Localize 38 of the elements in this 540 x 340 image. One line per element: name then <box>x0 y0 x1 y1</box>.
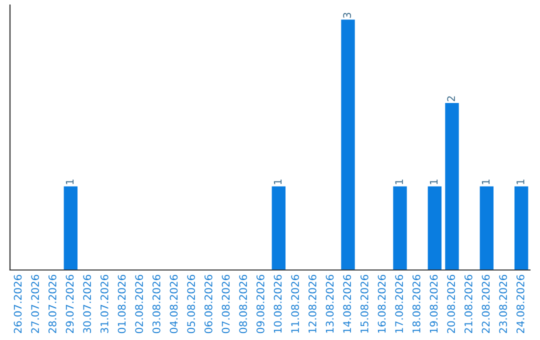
data-label: 1 <box>430 180 438 184</box>
x-tick-label: 05.08.2026 <box>187 274 196 334</box>
x-tick-label: 08.08.2026 <box>239 274 248 334</box>
x-tick-label: 09.08.2026 <box>256 274 264 334</box>
x-tick-label: 23.08.2026 <box>499 274 508 334</box>
x-tick-label: 20.08.2026 <box>447 274 456 334</box>
x-tick-label: 16.08.2026 <box>378 274 386 333</box>
x-tick-label: 18.08.2026 <box>412 274 420 333</box>
x-tick-label: 02.08.2026 <box>135 274 144 334</box>
x-tick-label: 13.08.2026 <box>326 274 334 333</box>
x-tick-label: 11.08.2026 <box>291 274 300 333</box>
data-label: 1 <box>395 180 403 184</box>
x-tick-label: 10.08.2026 <box>274 274 282 333</box>
data-label: 1 <box>516 180 524 184</box>
x-tick-label: 06.08.2026 <box>204 274 212 334</box>
x-tick-label: 15.08.2026 <box>360 274 368 333</box>
data-label: 1 <box>66 180 74 184</box>
x-tick-label: 17.08.2026 <box>395 274 404 333</box>
x-tick-label: 28.07.2026 <box>48 274 56 334</box>
x-tick-label: 29.07.2026 <box>66 274 74 334</box>
data-label: 3 <box>343 12 352 18</box>
x-tick-label: 31.07.2026 <box>100 274 108 334</box>
x-tick-label: 19.08.2026 <box>430 274 438 333</box>
x-tick-label: 22.08.2026 <box>482 274 490 334</box>
x-tick-label: 04.08.2026 <box>170 274 178 334</box>
data-label: 1 <box>482 180 490 184</box>
x-tick-label: 24.08.2026 <box>516 274 524 334</box>
x-tick-label: 03.08.2026 <box>152 274 160 334</box>
x-tick-label: 27.07.2026 <box>31 274 40 334</box>
x-tick-label: 01.08.2026 <box>118 274 126 334</box>
x-tick-label: 30.07.2026 <box>83 274 92 334</box>
data-label: 1 <box>274 180 282 184</box>
x-tick-label: 26.07.2026 <box>14 274 22 334</box>
x-tick-label: 07.08.2026 <box>222 274 230 334</box>
data-label: 2 <box>447 96 455 102</box>
x-tick-label: 21.08.2026 <box>464 274 472 334</box>
x-tick-label: 12.08.2026 <box>308 274 316 333</box>
x-tick-label: 14.08.2026 <box>343 274 352 333</box>
